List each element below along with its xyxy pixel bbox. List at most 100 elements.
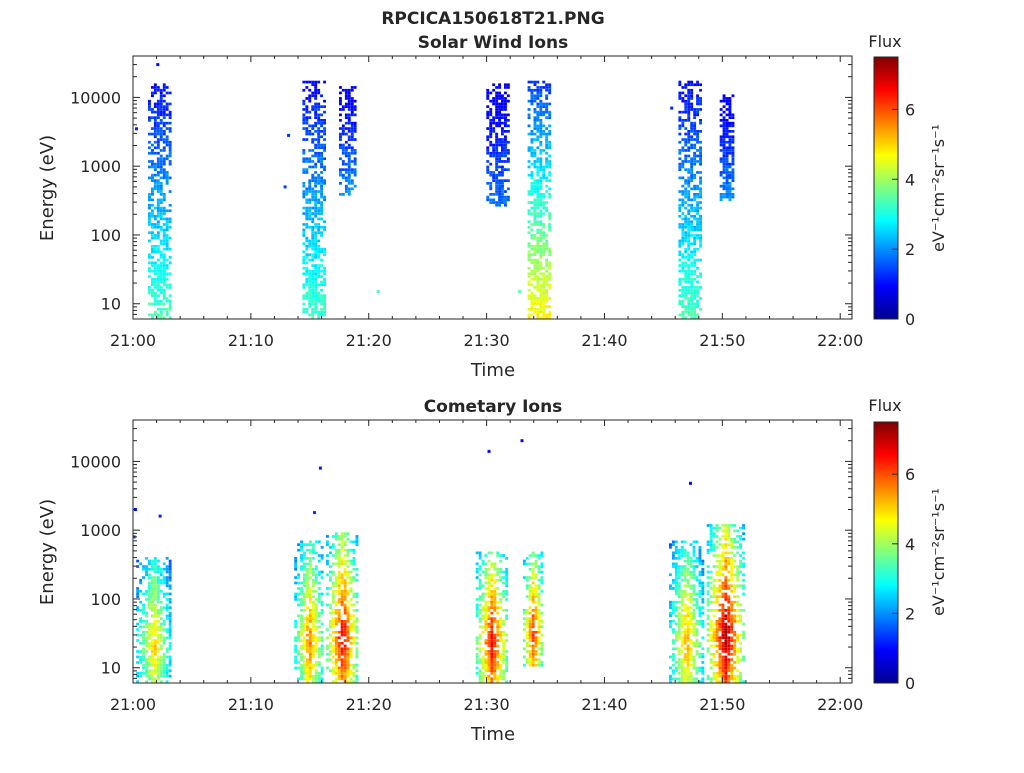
solar-wind-cell bbox=[320, 113, 323, 117]
solar-wind-cell bbox=[728, 171, 732, 174]
solar-wind-cell bbox=[548, 140, 552, 144]
cometary-cell bbox=[698, 573, 702, 577]
cometary-cell bbox=[334, 677, 338, 681]
cometary-cell bbox=[730, 677, 734, 681]
solar-wind-cell bbox=[350, 99, 354, 103]
cometary-cell bbox=[165, 647, 169, 651]
solar-wind-cell bbox=[151, 143, 154, 147]
solar-wind-cell bbox=[168, 209, 172, 213]
solar-wind-cell bbox=[539, 220, 543, 224]
cometary-cell bbox=[300, 647, 303, 651]
solar-wind-cell bbox=[687, 198, 691, 202]
cometary-cell bbox=[139, 672, 143, 675]
cometary-cell bbox=[153, 589, 157, 593]
solar-wind-cell bbox=[690, 228, 694, 232]
solar-wind-cell bbox=[317, 138, 321, 141]
cometary-cell bbox=[331, 589, 335, 593]
cometary-cell bbox=[701, 567, 705, 571]
solar-wind-cell bbox=[696, 266, 699, 270]
solar-wind-cell bbox=[722, 116, 726, 119]
cometary-cell bbox=[730, 570, 734, 574]
solar-wind-cell bbox=[506, 160, 510, 163]
solar-wind-cell bbox=[539, 305, 543, 308]
solar-wind-cell bbox=[687, 99, 691, 103]
solar-wind-cell bbox=[486, 146, 490, 150]
cometary-cell bbox=[484, 603, 488, 607]
solar-wind-cell bbox=[165, 135, 169, 139]
cometary-cell bbox=[525, 636, 529, 640]
cometary-cell bbox=[692, 663, 696, 667]
solar-wind-cell bbox=[542, 165, 546, 169]
cometary-cell bbox=[505, 655, 509, 659]
solar-wind-cell bbox=[323, 313, 326, 317]
solar-wind-cell bbox=[539, 253, 543, 256]
cometary-cell bbox=[698, 614, 702, 618]
solar-wind-cell bbox=[693, 313, 697, 317]
cometary-cell bbox=[156, 663, 160, 667]
solar-wind-cell bbox=[542, 297, 546, 300]
solar-wind-cell bbox=[317, 297, 321, 300]
solar-wind-cell bbox=[302, 272, 306, 276]
cometary-cell bbox=[736, 620, 740, 623]
cometary-cell bbox=[142, 625, 145, 629]
solar-wind-cell bbox=[165, 171, 169, 174]
cometary-cell bbox=[314, 614, 318, 618]
cometary-cell bbox=[484, 567, 488, 571]
solar-wind-cell bbox=[308, 294, 312, 297]
cometary-cell bbox=[695, 598, 699, 601]
cometary-cell bbox=[340, 663, 344, 667]
solar-wind-cell bbox=[545, 288, 549, 292]
solar-wind-cell bbox=[681, 149, 685, 152]
cometary-cell bbox=[683, 658, 687, 661]
cometary-cell bbox=[334, 532, 338, 535]
solar-wind-cell bbox=[536, 286, 540, 289]
solar-wind-cell bbox=[545, 83, 549, 87]
cometary-cell bbox=[674, 606, 678, 609]
cometary-cell bbox=[484, 581, 488, 585]
solar-wind-cell bbox=[308, 179, 312, 182]
solar-wind-cell bbox=[530, 228, 534, 232]
solar-wind-cell bbox=[148, 291, 151, 295]
solar-wind-cell bbox=[504, 160, 507, 163]
solar-wind-cell bbox=[498, 195, 501, 199]
cometary-cell bbox=[709, 529, 713, 533]
solar-wind-cell bbox=[314, 116, 318, 119]
cometary-cell bbox=[151, 633, 154, 637]
cometary-cell bbox=[701, 622, 705, 626]
cometary-cell bbox=[142, 565, 145, 568]
cometary-cell bbox=[721, 559, 725, 563]
cometary-cell bbox=[329, 658, 332, 661]
cometary-cell bbox=[343, 589, 347, 593]
solar-wind-cell bbox=[156, 231, 160, 234]
cometary-cell bbox=[343, 666, 347, 670]
cometary-cell bbox=[297, 633, 300, 637]
cometary-cell bbox=[340, 557, 344, 560]
solar-wind-cell bbox=[699, 108, 702, 111]
cometary-cell bbox=[142, 658, 145, 661]
cometary-cell bbox=[525, 557, 529, 560]
solar-wind-cell bbox=[311, 206, 315, 210]
solar-wind-cell bbox=[317, 113, 321, 117]
x-tick-label: 21:10 bbox=[228, 695, 274, 714]
cometary-cell bbox=[718, 617, 722, 620]
solar-wind-cell bbox=[165, 154, 169, 158]
cometary-cell bbox=[502, 633, 506, 637]
solar-wind-cell bbox=[156, 190, 160, 193]
cometary-cell bbox=[334, 647, 338, 651]
cometary-cell bbox=[303, 578, 306, 582]
solar-wind-cell bbox=[162, 124, 166, 128]
cometary-cell bbox=[674, 567, 678, 571]
solar-wind-cell bbox=[156, 99, 160, 103]
solar-wind-cell bbox=[159, 280, 163, 284]
cometary-cell bbox=[531, 567, 535, 571]
cometary-cell bbox=[349, 677, 353, 681]
solar-wind-point bbox=[287, 133, 291, 137]
solar-wind-cell bbox=[690, 171, 694, 174]
solar-wind-cell bbox=[165, 102, 169, 106]
cometary-cell bbox=[709, 540, 713, 544]
cometary-cell bbox=[528, 661, 532, 664]
cometary-cell bbox=[308, 620, 312, 623]
solar-wind-cell bbox=[323, 146, 326, 150]
cometary-cell bbox=[695, 666, 699, 670]
cometary-cell bbox=[352, 614, 356, 618]
